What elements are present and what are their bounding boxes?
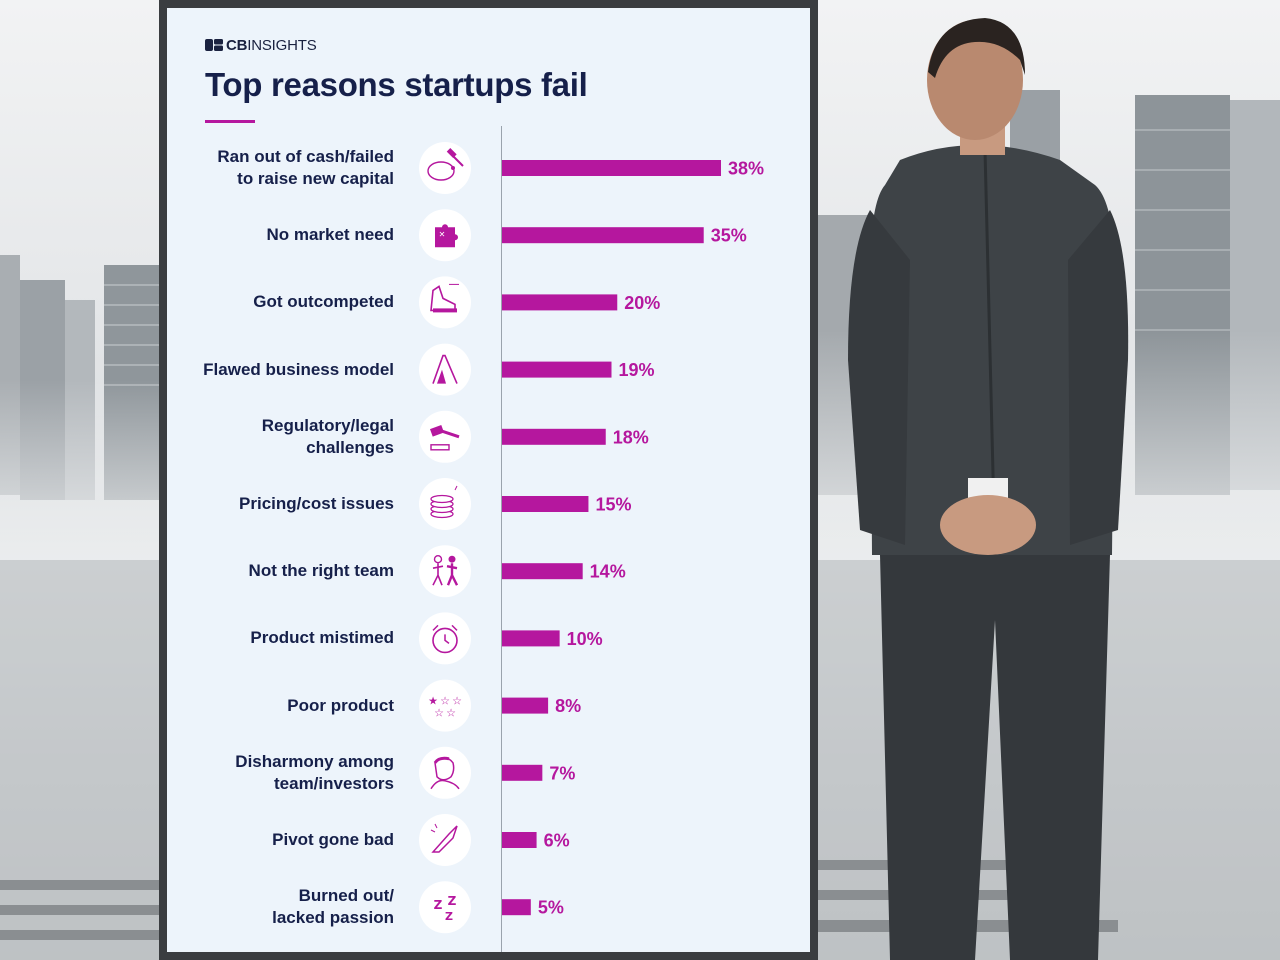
- bar-value-label: 20%: [624, 293, 660, 313]
- category-label-line: Not the right team: [248, 561, 394, 581]
- category-label: Ran out of cash/failed to raise new capit…: [164, 146, 394, 190]
- team-conflict-icon: [419, 545, 471, 598]
- chart-title: Top reasons startups fail: [205, 66, 588, 103]
- category-label-line: Ran out of cash/failed: [217, 147, 394, 166]
- category-label: Product mistimed: [164, 627, 394, 649]
- category-label-line: Flawed business model: [203, 359, 394, 379]
- svg-text:✕: ✕: [439, 230, 446, 239]
- category-label-line: Product mistimed: [250, 628, 394, 648]
- cb-insights-logo: CBINSIGHTS: [205, 36, 317, 54]
- bar: [502, 361, 612, 378]
- infographic-card: CBINSIGHTS Top reasons startups fail Ran…: [159, 0, 818, 960]
- bar: [502, 764, 543, 781]
- category-label: Burned out/lacked passion: [164, 885, 394, 929]
- category-label-line: Got outcompeted: [253, 292, 394, 312]
- businessman-figure: [848, 18, 1129, 960]
- svg-text:Z: Z: [448, 894, 457, 908]
- svg-text:★: ★: [428, 695, 438, 708]
- category-label: Disharmony among team/investors: [164, 751, 394, 795]
- category-label: Flawed business model: [164, 359, 394, 381]
- category-label: No market need: [164, 224, 394, 246]
- bar-value-label: 18%: [613, 427, 649, 447]
- star-rating-icon: ★ ☆ ☆☆ ☆: [419, 679, 471, 732]
- category-label-line: No market need: [266, 225, 394, 245]
- svg-text:☆: ☆: [434, 707, 444, 720]
- title-underline: [205, 120, 255, 123]
- broken-pivot-icon: [419, 814, 471, 866]
- category-label-line: Poor product: [287, 695, 394, 715]
- bar-value-label: 10%: [567, 629, 603, 649]
- category-label-line: Regulatory/legal: [261, 415, 394, 435]
- bar: [502, 832, 537, 848]
- infographic-panel: CBINSIGHTS Top reasons startups fail Ran…: [167, 8, 810, 952]
- gavel-icon: [419, 410, 471, 463]
- bar-value-label: 8%: [555, 696, 581, 716]
- category-label-line: Burned out/: [298, 886, 394, 906]
- category-label: Pivot gone bad: [164, 829, 394, 851]
- category-label-line: Pricing/cost issues: [239, 494, 394, 513]
- svg-text:☆: ☆: [446, 707, 456, 720]
- category-label: Pricing/cost issues: [164, 493, 394, 515]
- brand-text: CBINSIGHTS: [226, 36, 317, 54]
- svg-text:Z: Z: [434, 898, 443, 912]
- bar: [502, 496, 589, 512]
- puzzle-piece-icon: ✕: [419, 209, 471, 262]
- category-label: Got outcompeted: [164, 291, 394, 313]
- category-label-line: to raise new capital: [237, 169, 394, 188]
- category-label: Not the right team: [164, 560, 394, 582]
- running-shoe-icon: [419, 276, 471, 329]
- bar: [502, 563, 583, 580]
- bar: [502, 294, 618, 311]
- category-label: Regulatory/legal challenges: [164, 415, 394, 459]
- bar: [502, 697, 549, 714]
- category-label: Poor product: [164, 695, 394, 717]
- chart-axis-line: [501, 126, 502, 952]
- frustrated-person-icon: [419, 746, 471, 799]
- house-of-cards-icon: [419, 343, 471, 396]
- bar-value-label: 14%: [590, 562, 626, 582]
- alarm-clock-icon: [419, 612, 471, 665]
- bar-value-label: 35%: [711, 226, 747, 246]
- bar-value-label: 15%: [595, 495, 631, 515]
- cb-insights-logo-icon: [205, 39, 223, 51]
- svg-text:☆: ☆: [440, 695, 450, 708]
- sleep-zzz-icon: Z ZZ: [419, 881, 471, 934]
- bar: [502, 227, 704, 244]
- category-label-line: team/investors: [274, 773, 394, 793]
- svg-text:Z: Z: [445, 910, 453, 923]
- bar-value-label: 5%: [538, 898, 564, 918]
- category-label-line: Disharmony among: [235, 751, 394, 771]
- bar-chart: 38%35%✕20%19%18%15%14%10%8%★ ☆ ☆☆ ☆7%6%5%Z Z…: [419, 142, 764, 934]
- piggy-bank-hammer-icon: [419, 142, 471, 194]
- category-label-line: challenges: [306, 437, 394, 457]
- coin-stack-icon: [419, 478, 471, 530]
- bar-value-label: 6%: [544, 831, 570, 851]
- bar: [502, 899, 531, 916]
- bar: [502, 630, 560, 647]
- bar-value-label: 38%: [728, 159, 764, 179]
- bar-value-label: 7%: [549, 763, 575, 783]
- bar-value-label: 19%: [619, 360, 655, 380]
- svg-text:☆: ☆: [452, 695, 462, 708]
- bar: [502, 428, 606, 445]
- category-label-line: Pivot gone bad: [272, 830, 394, 849]
- category-label-line: lacked passion: [272, 908, 394, 928]
- bar: [502, 160, 721, 176]
